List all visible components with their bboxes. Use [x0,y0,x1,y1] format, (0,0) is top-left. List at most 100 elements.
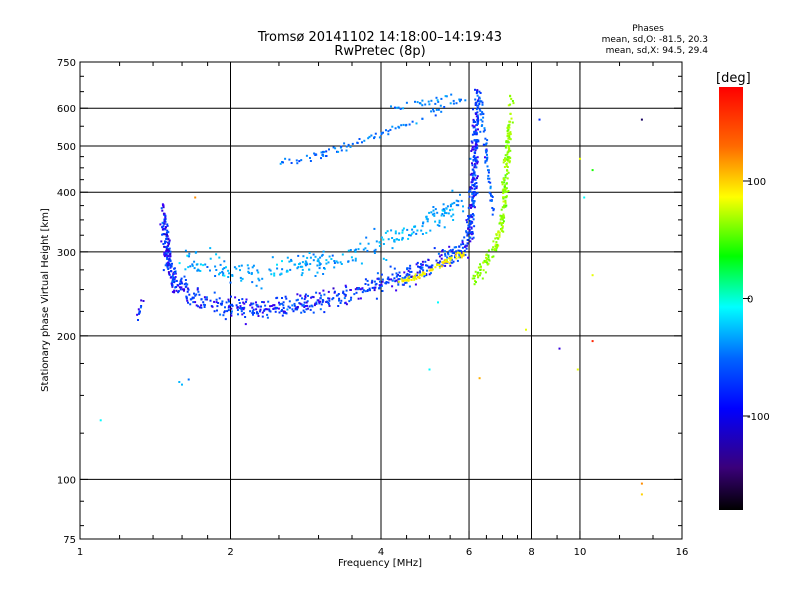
scatter-point [471,213,474,215]
scatter-point [473,120,476,122]
scatter-point [222,314,225,317]
scatter-point [227,306,230,309]
scatter-point [394,127,397,130]
scatter-point [474,102,477,105]
scatter-point [382,238,385,241]
scatter-point [402,107,405,110]
scatter-point [304,262,307,265]
scatter-point [347,260,350,263]
scatter-point [470,215,473,218]
scatter-point [409,267,412,270]
scatter-point [239,269,241,272]
scatter-point [403,278,406,281]
scatter-point [509,120,512,123]
scatter-point [478,97,481,100]
scatter-point [200,298,203,301]
scatter-point [257,312,259,315]
scatter-point [468,195,471,198]
scatter-point [477,117,479,120]
scatter-point [243,306,246,309]
scatter-point [163,233,165,236]
scatter-point [466,239,469,241]
scatter-point [379,280,381,283]
scatter-point [281,268,284,271]
scatter-point [498,231,501,234]
scatter-point [433,214,436,217]
scatter-point [378,287,381,290]
scatter-point [471,200,474,203]
scatter-point [473,173,476,176]
scatter-point [228,300,230,303]
scatter-point [406,228,409,231]
scatter-point [161,226,164,229]
scatter-point [202,303,205,306]
scatter-point [354,250,357,253]
scatter-point [355,248,357,251]
scatter-point [331,298,334,301]
scatter-point [458,254,461,257]
scatter-point [484,160,487,163]
scatter-point [471,164,474,167]
scatter-point [458,98,461,101]
scatter-point [185,285,188,288]
scatter-point [309,308,312,311]
scatter-point [369,289,371,292]
scatter-point [351,259,354,262]
phase-stats: Phases mean, sd,O: -81.5, 20.3 mean, sd,… [602,24,709,56]
scatter-point [400,278,403,281]
scatter-point [441,250,444,253]
scatter-point [431,268,434,271]
scatter-point [175,289,178,292]
scatter-point [476,89,479,92]
scatter-point [421,260,424,263]
scatter-point [361,141,363,144]
scatter-point [200,304,203,307]
scatter-point [167,271,170,274]
scatter-point [471,232,474,235]
scatter-point [503,216,506,219]
scatter-point [401,277,404,280]
scatter-point [378,136,381,139]
scatter-point [196,287,199,290]
scatter-point [471,205,474,208]
scatter-point [291,308,294,311]
scatter-point [467,224,470,227]
scatter-point [167,250,170,253]
scatter-point [460,252,463,254]
scatter-point [476,273,479,276]
scatter-point [215,269,218,271]
scatter-point [169,255,172,258]
scatter-point [322,150,324,153]
scatter-point [164,242,166,245]
scatter-point [166,249,169,251]
scatter-point [330,258,333,260]
scatter-point [181,288,184,291]
scatter-point [256,269,259,272]
scatter-point [487,180,490,183]
scatter-point [500,215,503,218]
scatter-point [162,204,165,207]
scatter-point [333,266,336,269]
scatter-point [438,224,441,227]
scatter-point [415,277,418,280]
scatter-point [197,269,200,272]
scatter-point [305,154,308,157]
scatter-point [453,246,456,249]
scatter-point [508,133,511,136]
scatter-point [435,96,438,99]
scatter-point [487,256,490,259]
scatter-point [451,261,454,264]
scatter-point [240,264,243,267]
scatter-point [406,277,409,280]
scatter-point [480,125,483,127]
scatter-point [339,146,342,149]
scatter-point [164,246,167,248]
scatter-point [238,299,240,301]
scatter-point [189,298,192,301]
scatter-point [492,208,495,211]
scatter-point [421,273,423,276]
scatter-point [471,196,474,199]
scatter-point [260,305,262,308]
scatter-point [167,261,170,264]
scatter-point [470,172,473,175]
